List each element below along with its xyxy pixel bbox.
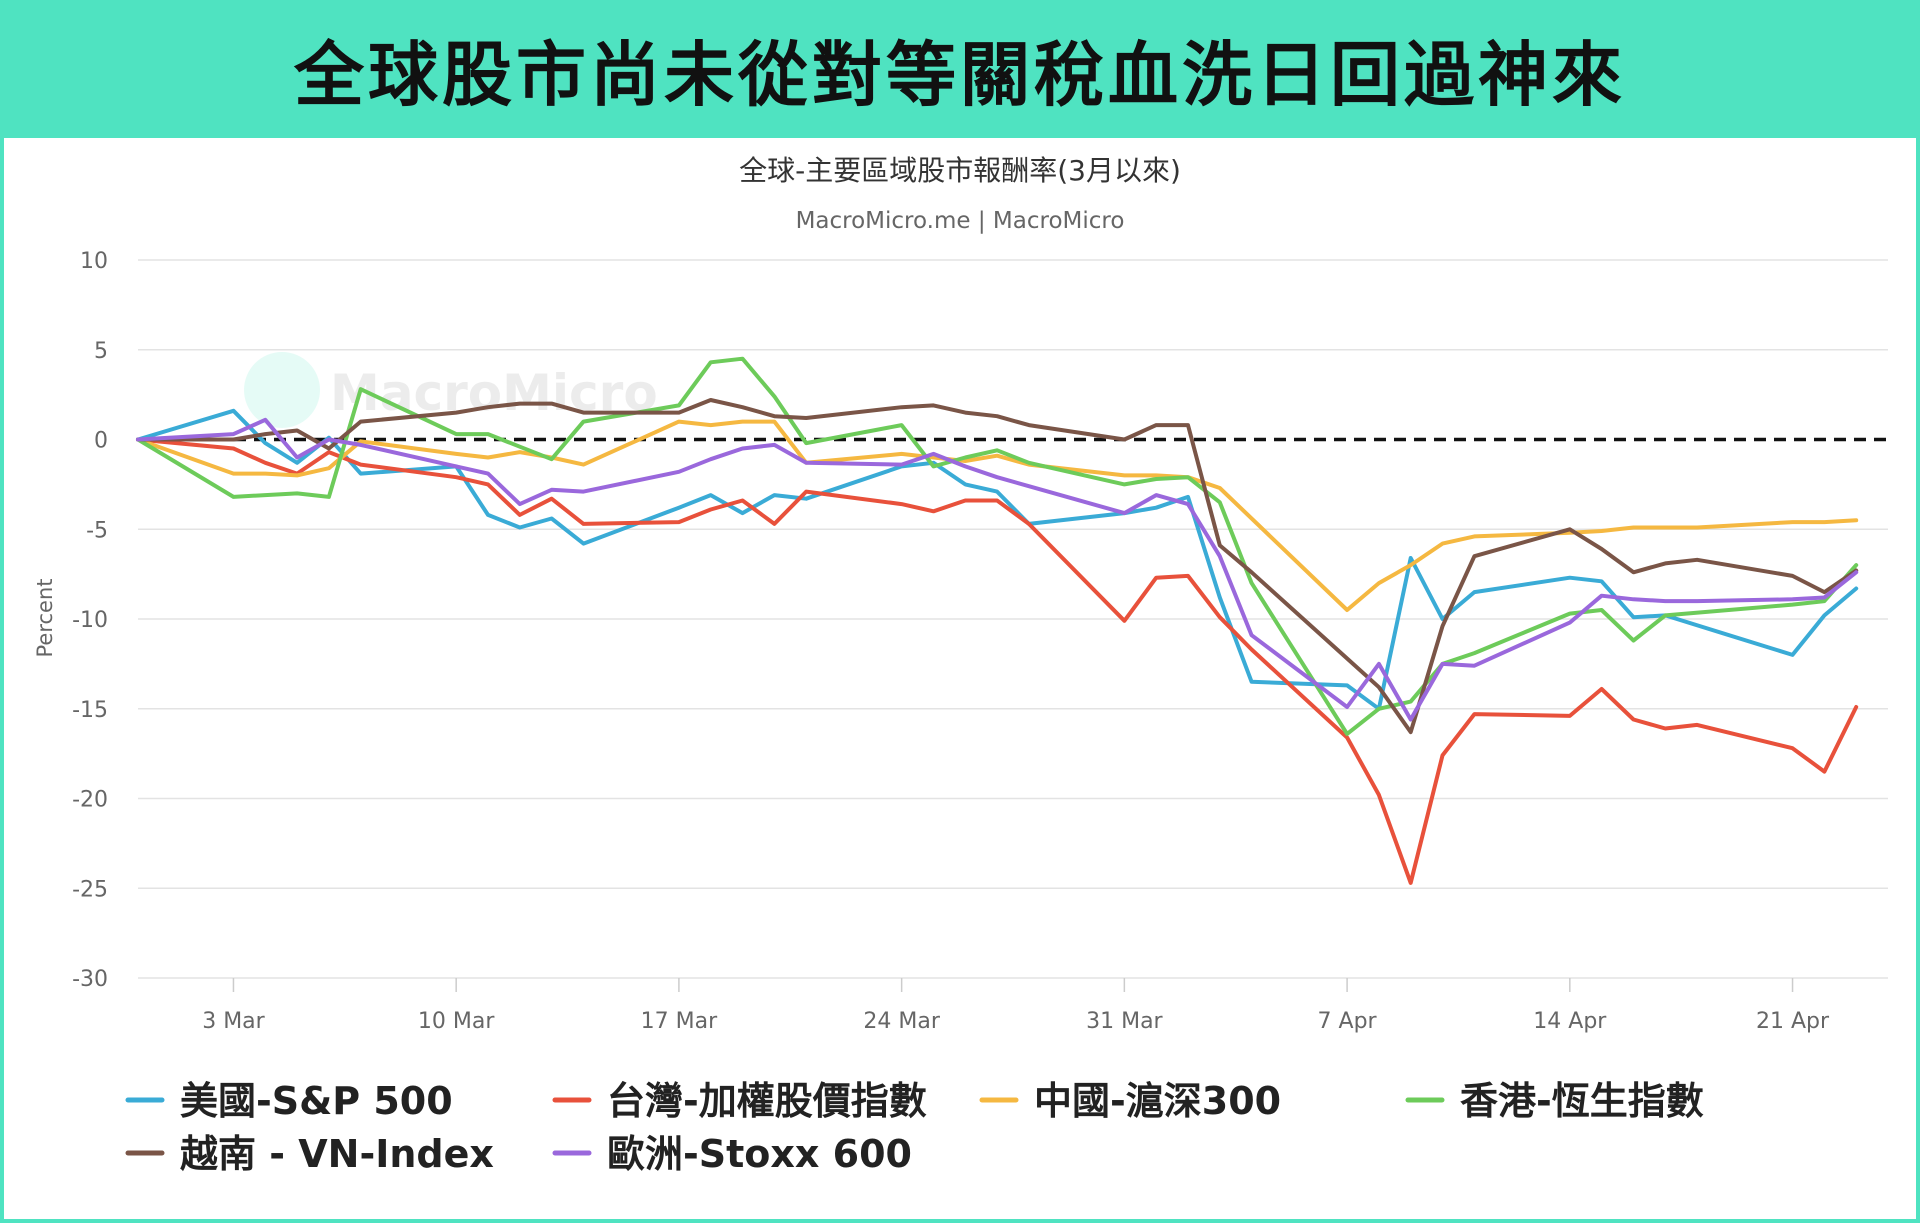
y-tick-label: 5 [94,339,108,364]
banner-title: 全球股市尚未從對等關稅血洗日回過神來 [294,33,1626,116]
x-tick-label: 21 Apr [1756,1009,1830,1034]
y-axis-label: Percent [33,578,57,657]
y-tick-label: -25 [72,877,108,902]
x-tick-label: 10 Mar [418,1009,495,1034]
chart-subtitle: MacroMicro.me | MacroMicro [796,208,1125,234]
legend-label: 台灣-加權股價指數 [607,1079,927,1123]
series-line-4 [136,398,1859,735]
chart-title: 全球-主要區域股市報酬率(3月以來) [739,154,1181,187]
x-tick-label: 7 Apr [1318,1009,1378,1034]
y-tick-label: -5 [86,518,108,543]
legend-label: 歐洲-Stoxx 600 [607,1132,912,1176]
x-tick-label: 24 Mar [863,1009,940,1034]
watermark-logo-icon [244,352,320,428]
x-tick-label: 14 Apr [1533,1009,1607,1034]
legend-label: 香港-恆生指數 [1460,1079,1704,1123]
grid [138,259,1888,979]
x-tick-label: 31 Mar [1086,1009,1163,1034]
series-line-5 [136,417,1859,722]
y-tick-label: -20 [72,788,108,813]
series-line-0 [136,408,1859,711]
y-tick-label: 10 [80,249,108,274]
title-banner: 全球股市尚未從對等關稅血洗日回過神來 [0,0,1920,138]
y-tick-label: 0 [94,429,108,454]
legend-label: 越南 - VN-Index [180,1132,494,1176]
watermark: MacroMicro [244,352,658,428]
x-axis-ticks: 3 Mar 10 Mar 17 Mar 24 Mar 31 Mar 7 Apr 14 Apr… [202,978,1830,1034]
series-line-3 [136,356,1859,736]
series-line-2 [136,419,1859,612]
line-chart: MacroMicro 全球-主要區域股市報酬率(3月以來) MacroMicro… [33,154,1888,1176]
x-tick-label: 3 Mar [202,1009,265,1034]
x-tick-label: 17 Mar [641,1009,718,1034]
series-line-1 [136,437,1859,885]
legend-label: 美國-S&P 500 [180,1079,453,1123]
y-axis-ticks: 10 5 0 -5 -10 -15 -20 -25 -30 [72,249,108,992]
y-tick-label: -30 [72,967,108,992]
y-tick-label: -10 [72,608,108,633]
series-lines [136,356,1859,885]
y-tick-label: -15 [72,698,108,723]
legend-label: 中國-滬深300 [1034,1079,1281,1123]
